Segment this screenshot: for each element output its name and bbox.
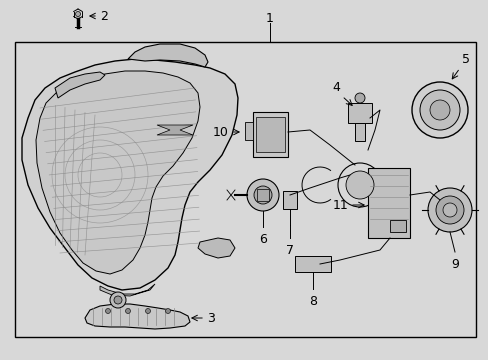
Bar [367, 168, 409, 238]
Bar [244, 122, 252, 140]
Bar [389, 220, 405, 232]
Circle shape [354, 93, 364, 103]
Polygon shape [22, 59, 238, 290]
Bar [354, 123, 364, 141]
Text: 2: 2 [100, 9, 108, 23]
Circle shape [114, 296, 122, 304]
Circle shape [125, 309, 130, 314]
Text: 3: 3 [206, 311, 214, 324]
Circle shape [429, 100, 449, 120]
Bar [252, 112, 287, 157]
Polygon shape [157, 125, 193, 135]
Bar [257, 189, 268, 201]
Polygon shape [100, 284, 155, 296]
Circle shape [246, 179, 279, 211]
Text: 8: 8 [308, 295, 316, 308]
Bar [294, 256, 330, 272]
Circle shape [105, 309, 110, 314]
Circle shape [253, 186, 271, 204]
Circle shape [110, 292, 126, 308]
Circle shape [411, 82, 467, 138]
Bar [15, 42, 475, 337]
Text: 4: 4 [331, 81, 339, 94]
Polygon shape [55, 72, 105, 98]
Polygon shape [36, 71, 200, 274]
Bar [283, 191, 296, 209]
Text: 5: 5 [461, 53, 469, 66]
Circle shape [442, 203, 456, 217]
Text: 9: 9 [450, 258, 458, 271]
Circle shape [419, 90, 459, 130]
Polygon shape [128, 44, 207, 67]
Circle shape [427, 188, 471, 232]
Polygon shape [85, 304, 190, 329]
Text: 6: 6 [259, 233, 266, 246]
Text: 10: 10 [213, 126, 228, 139]
Circle shape [75, 12, 81, 17]
Polygon shape [198, 238, 235, 258]
Text: 7: 7 [285, 244, 293, 257]
Circle shape [346, 171, 373, 199]
Bar [256, 117, 285, 152]
Text: 1: 1 [265, 12, 273, 24]
Circle shape [165, 309, 170, 314]
Circle shape [145, 309, 150, 314]
Text: 11: 11 [331, 198, 347, 212]
Bar [347, 103, 371, 123]
Circle shape [435, 196, 463, 224]
